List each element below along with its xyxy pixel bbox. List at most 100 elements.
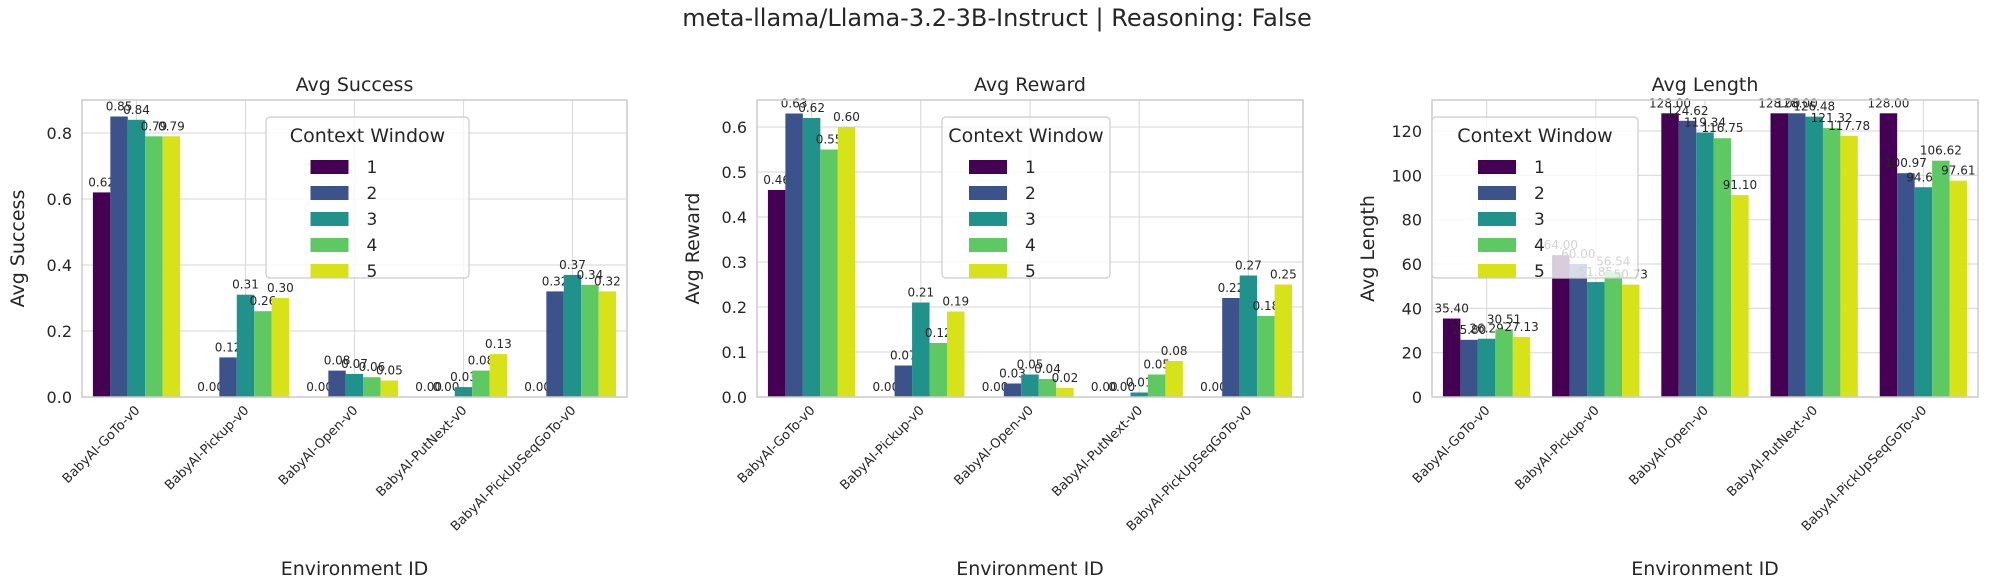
chart-title: Avg Success	[296, 74, 414, 96]
bar-BabyAI-GoTo-v0-cw3	[127, 119, 146, 398]
bar-BabyAI-Pickup-v0-cw4	[254, 311, 272, 397]
x-tick-label: BabyAI-GoTo-v0	[735, 403, 818, 486]
bar-BabyAI-Open-v0-cw5	[1731, 195, 1749, 397]
y-tick-label: 0.4	[722, 208, 747, 227]
data-label: 0.37	[559, 258, 586, 272]
x-tick-label: BabyAI-PickUpSeqGoTo-v0	[1799, 403, 1930, 534]
data-label: 0.06	[359, 360, 386, 374]
legend-box	[941, 116, 1111, 279]
data-label: 0.05	[376, 364, 403, 378]
bar-BabyAI-Open-v0-cw1	[1661, 113, 1679, 397]
legend-swatch-3	[310, 212, 349, 226]
x-axis-label: Environment ID	[956, 558, 1104, 580]
data-label: 94.63	[1906, 170, 1940, 184]
bar-BabyAI-Pickup-v0-cw1	[1552, 255, 1570, 397]
data-label: 117.78	[1828, 119, 1870, 133]
bar-BabyAI-PutNext-v0-cw1	[1770, 113, 1788, 397]
bar-BabyAI-PickUpSeqGoTo-v0-cw4	[1257, 316, 1275, 397]
bar-BabyAI-GoTo-v0-cw5	[1512, 336, 1531, 397]
bar-BabyAI-Pickup-v0-cw2	[219, 357, 237, 397]
bar-BabyAI-PutNext-v0-cw4	[1822, 128, 1841, 397]
bar-BabyAI-GoTo-v0-cw2	[110, 116, 128, 397]
bar-BabyAI-Pickup-v0-cw3	[236, 294, 255, 397]
data-label: 0.00	[524, 380, 551, 394]
data-label: 0.00	[1108, 380, 1135, 394]
legend-label-1: 1	[1025, 158, 1036, 178]
legend: Context Window 1 2 3 4 5	[1431, 116, 1639, 282]
data-label: 0.31	[232, 278, 259, 292]
legend-label-3: 3	[1025, 210, 1036, 230]
legend-swatch-3	[1478, 212, 1516, 226]
bar-BabyAI-PickUpSeqGoTo-v0-cw2	[1222, 298, 1240, 397]
bar-BabyAI-GoTo-v0-cw4	[820, 149, 838, 397]
data-label: 124.62	[1667, 104, 1709, 118]
data-label: 0.55	[816, 133, 843, 147]
data-label: 0.62	[88, 175, 115, 189]
bar-BabyAI-Pickup-v0-cw2	[1569, 264, 1588, 397]
legend-label-2: 2	[1534, 184, 1545, 204]
bar-BabyAI-PutNext-v0-cw3	[1805, 116, 1823, 397]
data-label: 0.27	[1235, 259, 1262, 273]
bar-BabyAI-Open-v0-cw2	[1678, 120, 1697, 397]
data-label: 0.84	[123, 103, 150, 117]
legend-swatch-5	[310, 264, 349, 278]
figure-suptitle: meta-llama/Llama-3.2-3B-Instruct | Reaso…	[682, 4, 1312, 32]
data-label: 0.85	[106, 100, 133, 114]
data-label: 30.51	[1487, 312, 1521, 326]
data-label: 0.32	[542, 274, 569, 288]
legend-title: Context Window	[948, 125, 1103, 147]
legend-label-4: 4	[367, 236, 378, 256]
y-tick-label: 0.6	[47, 190, 72, 209]
bar-BabyAI-Pickup-v0-cw2	[894, 365, 913, 397]
y-tick-label: 120	[1391, 122, 1422, 141]
y-tick-label: 0.8	[47, 124, 72, 143]
data-label: 97.61	[1941, 164, 1975, 178]
legend-swatch-1	[310, 160, 349, 174]
y-tick-label: 0.2	[47, 322, 72, 341]
data-label: 0.30	[267, 281, 294, 295]
bar-BabyAI-PickUpSeqGoTo-v0-cw3	[1914, 187, 1933, 397]
bar-BabyAI-PutNext-v0-cw4	[472, 370, 490, 397]
bar-BabyAI-PickUpSeqGoTo-v0-cw5	[598, 291, 617, 397]
legend-label-5: 5	[1534, 262, 1545, 282]
x-tick-label: BabyAI-PickUpSeqGoTo-v0	[448, 403, 579, 534]
bar-BabyAI-Open-v0-cw3	[1696, 132, 1714, 398]
y-axis-label: Avg Success	[7, 190, 29, 308]
data-label: 0.46	[763, 173, 790, 187]
legend-label-1: 1	[367, 158, 378, 178]
data-label: 0.00	[433, 380, 460, 394]
y-tick-label: 60	[1402, 255, 1422, 274]
data-label: 0.79	[141, 119, 168, 133]
data-label: 0.19	[942, 295, 969, 309]
data-label: 128.00	[1867, 96, 1909, 110]
bar-BabyAI-PickUpSeqGoTo-v0-cw2	[1897, 173, 1915, 397]
bar-BabyAI-PutNext-v0-cw5	[1840, 135, 1858, 397]
data-label: 0.05	[1143, 358, 1170, 372]
chart-panel-1: 0.00.20.40.60.80.620.00 0.00 0.00 0.000.850…	[7, 74, 628, 580]
data-label: 0.07	[890, 349, 917, 363]
data-label: 0.03	[450, 370, 477, 384]
bar-BabyAI-Pickup-v0-cw5	[1622, 284, 1640, 397]
bar-BabyAI-PutNext-v0-cw3	[454, 387, 473, 397]
bar-BabyAI-PutNext-v0-cw3	[1130, 392, 1148, 397]
y-tick-label: 0.0	[47, 388, 72, 407]
data-label: 0.04	[1034, 362, 1061, 376]
data-label: 0.32	[594, 274, 621, 288]
data-label: 0.00	[1200, 380, 1227, 394]
x-tick-label: BabyAI-PickUpSeqGoTo-v0	[1124, 403, 1255, 534]
data-label: 0.79	[158, 119, 185, 133]
bar-BabyAI-GoTo-v0-cw1	[1442, 318, 1461, 397]
data-label: 0.01	[1126, 376, 1153, 390]
bar-BabyAI-PickUpSeqGoTo-v0-cw3	[563, 274, 582, 397]
x-tick-label: BabyAI-Pickup-v0	[1512, 403, 1602, 493]
bar-BabyAI-GoTo-v0-cw2	[785, 113, 803, 397]
x-tick-label: BabyAI-GoTo-v0	[1410, 403, 1493, 486]
data-label: 0.07	[341, 357, 368, 371]
bar-BabyAI-Open-v0-cw4	[1038, 379, 1057, 397]
bar-BabyAI-PutNext-v0-cw4	[1147, 374, 1166, 397]
bar-BabyAI-PutNext-v0-cw2	[1787, 113, 1806, 397]
data-label: 0.08	[468, 354, 495, 368]
x-axis-label: Environment ID	[281, 558, 429, 580]
x-tick-label: BabyAI-PutNext-v0	[374, 403, 471, 500]
y-tick-label: 40	[1402, 299, 1422, 318]
